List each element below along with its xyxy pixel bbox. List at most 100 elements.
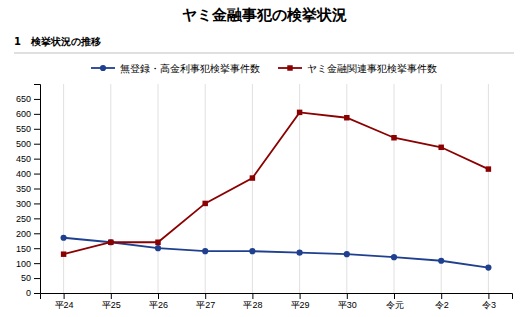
series-marker (438, 145, 443, 150)
x-tick-label: 平26 (149, 300, 168, 310)
grid-line (205, 84, 206, 293)
y-tick: 350 (16, 184, 40, 194)
series-marker (155, 240, 160, 245)
y-tick: 250 (16, 214, 40, 224)
y-tick: 0 (26, 288, 40, 298)
x-tick-mark (205, 293, 206, 299)
y-tick-mark (34, 114, 40, 115)
y-tick-label: 200 (16, 229, 31, 239)
y-tick: 600 (16, 109, 40, 119)
x-tick-label: 令元 (386, 300, 404, 310)
x-tick: 令3 (482, 293, 496, 310)
series-marker (391, 254, 397, 260)
legend-marker (100, 65, 106, 71)
legend: 無登録・高金利事犯検挙事件数ヤミ金融関連事犯検挙事件数 (91, 63, 437, 74)
x-tick: 平24 (55, 293, 74, 310)
y-tick-mark (34, 174, 40, 175)
y-tick-mark (34, 248, 40, 249)
grid-line (394, 84, 395, 293)
y-tick-mark (34, 159, 40, 160)
y-tick-label: 450 (16, 154, 31, 164)
x-tick-label: 令3 (482, 300, 496, 310)
y-tick: 550 (16, 124, 40, 134)
y-axis-line (34, 85, 41, 294)
grid-line (63, 84, 64, 293)
y-tick-mark (34, 293, 40, 294)
y-tick: 500 (16, 139, 40, 149)
x-tick-label: 平25 (102, 300, 121, 310)
legend-item: ヤミ金融関連事犯検挙事件数 (278, 63, 437, 74)
series-marker (297, 110, 302, 115)
y-tick-label: 550 (16, 124, 31, 134)
x-axis: 平24平25平26平27平28平29平30令元令2令3 (41, 293, 513, 310)
series-marker (486, 166, 491, 171)
x-tick-mark (300, 293, 301, 299)
y-tick: 100 (16, 259, 40, 269)
x-tick: 平29 (291, 293, 310, 310)
y-tick: 300 (16, 199, 40, 209)
x-tick-label: 平28 (243, 300, 262, 310)
y-axis: 050100150200250300350400450500550600650 (16, 85, 41, 299)
chart: ヤミ金融事犯の検挙状況1 検挙状況の推移平24平25平26平27平28平29平3… (0, 0, 528, 317)
grid-line (110, 84, 111, 293)
y-tick: 650 (16, 94, 40, 104)
x-axis-line (41, 294, 513, 300)
y-tick: 450 (16, 154, 40, 164)
series-marker (249, 248, 255, 254)
y-tick-mark (34, 263, 40, 264)
y-tick: 200 (16, 229, 40, 239)
x-tick-mark (252, 293, 253, 299)
grid-line (488, 84, 489, 293)
series-marker (155, 245, 161, 251)
x-tick-mark (111, 293, 112, 299)
series-marker (391, 135, 396, 140)
grid (64, 84, 489, 293)
series-marker (438, 258, 444, 264)
x-tick: 平28 (243, 293, 262, 310)
y-tick-label: 650 (16, 94, 31, 104)
series-line (64, 112, 489, 254)
y-tick: 150 (16, 244, 40, 254)
title: ヤミ金融事犯の検挙状況 (182, 6, 347, 24)
y-tick-label: 150 (16, 244, 31, 254)
series-marker (108, 240, 113, 245)
series-marker (344, 115, 349, 120)
x-tick: 令元 (386, 293, 404, 310)
series-marker (61, 251, 66, 256)
y-tick-mark (34, 233, 40, 234)
series-marker (61, 235, 67, 241)
y-tick-mark (34, 203, 40, 204)
grid-line (158, 84, 159, 293)
x-tick-mark (488, 293, 489, 299)
x-tick-label: 平30 (338, 300, 357, 310)
y-tick-label: 100 (16, 259, 31, 269)
y-tick-label: 350 (16, 184, 31, 194)
x-tick: 平27 (196, 293, 215, 310)
y-tick-mark (34, 189, 40, 190)
y-tick-label: 500 (16, 139, 31, 149)
y-tick-mark (34, 99, 40, 100)
series-marker (297, 250, 303, 256)
y-tick-mark (34, 144, 40, 145)
x-tick-mark (347, 293, 348, 299)
x-tick-mark (158, 293, 159, 299)
y-tick-label: 250 (16, 214, 31, 224)
legend-label: ヤミ金融関連事犯検挙事件数 (307, 63, 437, 74)
series-marker (250, 175, 255, 180)
x-tick-mark (441, 293, 442, 299)
rule (14, 53, 514, 54)
y-tick: 400 (16, 169, 40, 179)
x-tick-label: 平24 (55, 300, 74, 310)
marks (61, 110, 492, 271)
legend-marker (287, 65, 292, 70)
x-tick-label: 平29 (291, 300, 310, 310)
y-tick-mark (34, 218, 40, 219)
x-tick-label: 平27 (196, 300, 215, 310)
y-tick-mark (34, 278, 40, 279)
series-marker (344, 251, 350, 257)
y-tick-label: 300 (16, 199, 31, 209)
series-marker (202, 201, 207, 206)
y-tick-label: 600 (16, 109, 31, 119)
plot: 平24平25平26平27平28平29平30令元令2令30501001502002… (16, 84, 513, 310)
x-tick: 平26 (149, 293, 168, 310)
